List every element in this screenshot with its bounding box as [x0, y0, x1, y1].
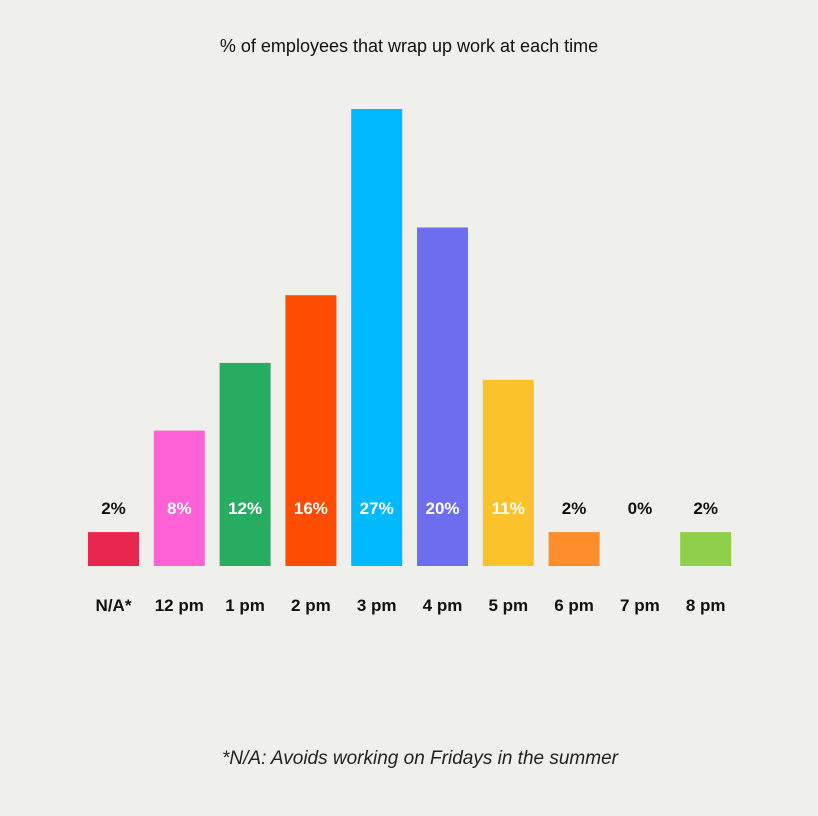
bar-8-pm [680, 532, 732, 566]
category-label: 12 pm [155, 596, 204, 615]
value-labels-group: 2% 8% 12% 16% 27% 20% 11% 2% 0% 2% [101, 499, 718, 518]
value-label: 11% [492, 499, 525, 518]
footnote: *N/A: Avoids working on Fridays in the s… [222, 748, 619, 769]
category-label: 5 pm [488, 596, 528, 615]
bar-n-a [88, 532, 139, 566]
category-label: 3 pm [357, 596, 397, 615]
category-label: 8 pm [686, 596, 726, 615]
bar-5-pm [482, 379, 534, 566]
bar-2-pm [285, 295, 337, 566]
bar-1-pm [219, 362, 271, 566]
bars-group [88, 109, 732, 566]
category-label: 4 pm [423, 596, 463, 615]
value-label: 20% [425, 499, 459, 518]
category-label: 6 pm [554, 596, 594, 615]
value-label: 12% [228, 499, 262, 518]
bar-12-pm [153, 430, 205, 566]
value-label: 2% [562, 499, 587, 518]
chart-title: % of employees that wrap up work at each… [220, 36, 598, 56]
value-label: 27% [360, 499, 394, 518]
category-label: 7 pm [620, 596, 660, 615]
category-label: N/A* [96, 596, 132, 615]
value-label: 2% [693, 499, 718, 518]
bar-6-pm [548, 532, 600, 566]
bar-4-pm [417, 227, 468, 566]
category-labels-group: N/A* 12 pm 1 pm 2 pm 3 pm 4 pm 5 pm 6 pm 7 pm 8 p… [96, 596, 726, 615]
category-label: 1 pm [225, 596, 265, 615]
value-label: 2% [101, 499, 126, 518]
value-label: 0% [628, 499, 653, 518]
value-label: 16% [294, 499, 328, 518]
bar-3-pm [351, 109, 403, 566]
value-label: 8% [167, 499, 192, 518]
category-label: 2 pm [291, 596, 331, 615]
